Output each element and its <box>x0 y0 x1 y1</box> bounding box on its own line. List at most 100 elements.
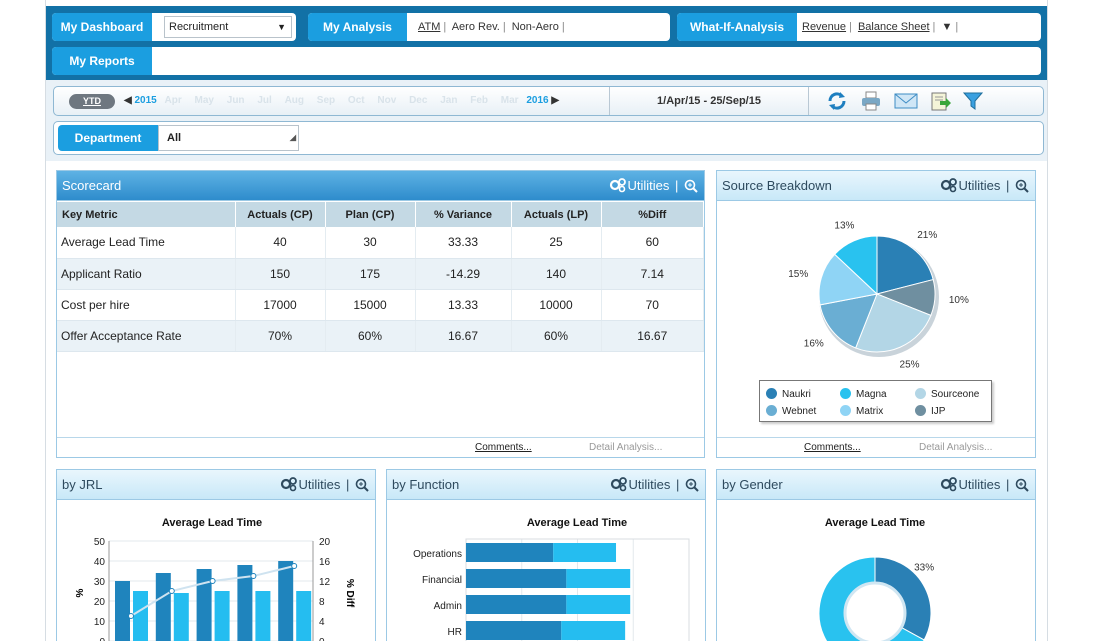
non-aero-link[interactable]: Non-Aero <box>511 21 559 33</box>
y2-tick-label: 16 <box>319 557 331 568</box>
jrl-utilities[interactable]: Utilities | <box>280 470 369 500</box>
atm-link[interactable]: ATM <box>418 21 441 33</box>
jrl-title: by JRL <box>62 477 103 492</box>
zoom-icon <box>684 179 698 193</box>
table-row[interactable]: Offer Acceptance Rate 70% 60% 16.67 60% 16.67 <box>57 320 704 352</box>
y2-tick-label: 0 <box>319 637 325 641</box>
table-row[interactable]: Average Lead Time 40 30 33.33 25 60 <box>57 227 704 259</box>
pie-data-label: 16% <box>804 338 824 349</box>
month-oct[interactable]: Oct <box>347 95 365 106</box>
export-icon[interactable] <box>930 91 952 111</box>
jrl-header: by JRL Utilities | <box>57 470 375 500</box>
y2-tick-label: 4 <box>319 617 325 628</box>
scorecard-utilities[interactable]: Utilities | <box>609 171 698 201</box>
aero-rev-link[interactable]: Aero Rev. <box>451 21 500 33</box>
legend-item-naukri[interactable]: Naukri <box>766 388 811 400</box>
table-row[interactable]: Cost per hire 17000 15000 13.33 10000 70 <box>57 289 704 321</box>
chevron-down-icon: ▼ <box>277 22 286 32</box>
bar-series-2 <box>553 543 617 562</box>
my-dashboard-button[interactable]: My Dashboard <box>52 13 152 41</box>
legend-item-magna[interactable]: Magna <box>840 388 887 400</box>
end-year: 2016 <box>526 95 549 106</box>
analysis-links: ATM | Aero Rev. | Non-Aero | <box>418 21 565 33</box>
scorecard-header: Scorecard Utilities | <box>57 171 704 201</box>
gears-icon <box>941 477 958 492</box>
utilities-label: Utilities <box>958 477 1001 492</box>
source-breakdown-header: Source Breakdown Utilities | <box>717 171 1035 201</box>
revenue-link[interactable]: Revenue <box>802 21 847 33</box>
legend-item-sourceone[interactable]: Sourceone <box>915 388 979 400</box>
whatif-more-dropdown[interactable]: ▼ <box>941 21 953 33</box>
dashboard-select-value: Recruitment <box>169 21 229 33</box>
month-feb[interactable]: Feb <box>470 95 488 106</box>
legend-swatch <box>915 388 926 399</box>
my-analysis-button[interactable]: My Analysis <box>308 13 407 41</box>
ytd-toggle[interactable]: YTD <box>69 94 115 109</box>
gender-header: by Gender Utilities | <box>717 470 1035 500</box>
reports-nav: My Reports <box>52 47 1041 75</box>
legend-item-ijp[interactable]: IJP <box>915 405 945 417</box>
chart-title: Average Lead Time <box>825 517 925 529</box>
legend-item-webnet[interactable]: Webnet <box>766 405 816 417</box>
time-period-bar: YTD ◀ 2015 Apr May Jun Jul Aug Sep Oct N… <box>53 86 1044 116</box>
refresh-icon[interactable] <box>826 91 848 111</box>
bar-series-1 <box>115 581 130 641</box>
month-jul[interactable]: Jul <box>257 95 272 106</box>
legend-swatch <box>840 388 851 399</box>
utilities-label: Utilities <box>627 178 670 193</box>
gender-utilities[interactable]: Utilities | <box>940 470 1029 500</box>
month-jun[interactable]: Jun <box>226 95 245 106</box>
legend-swatch <box>766 405 777 416</box>
y-tick-label: 0 <box>99 637 105 641</box>
month-apr[interactable]: Apr <box>164 95 182 106</box>
comments-link[interactable]: Comments... <box>804 442 861 453</box>
legend-item-matrix[interactable]: Matrix <box>840 405 883 417</box>
app-shell: My Dashboard Recruitment ▼ My Analysis A… <box>45 0 1048 641</box>
comments-link[interactable]: Comments... <box>475 442 532 453</box>
month-may[interactable]: May <box>194 95 214 106</box>
scorecard-title: Scorecard <box>62 178 122 193</box>
balance-sheet-link[interactable]: Balance Sheet <box>857 21 930 33</box>
utilities-label: Utilities <box>958 178 1001 193</box>
month-slider[interactable]: ◀ 2015 Apr May Jun Jul Aug Sep Oct Nov D… <box>124 87 559 117</box>
bar-series-1 <box>466 595 567 614</box>
donut-hole <box>843 581 907 641</box>
prev-year-arrow[interactable]: ◀ <box>124 95 132 106</box>
function-utilities[interactable]: Utilities | <box>610 470 699 500</box>
table-row[interactable]: Applicant Ratio 150 175 -14.29 140 7.14 <box>57 258 704 290</box>
my-reports-button[interactable]: My Reports <box>52 47 152 75</box>
month-aug[interactable]: Aug <box>284 95 305 106</box>
col-actuals-lp: Actuals (LP) <box>511 202 602 227</box>
category-label: Financial <box>422 575 462 586</box>
month-jan[interactable]: Jan <box>440 95 458 106</box>
source-footer: Comments... Detail Analysis... <box>717 437 1035 457</box>
gears-icon <box>941 178 958 193</box>
pie-slice-webnet <box>819 293 878 349</box>
what-if-analysis-button[interactable]: What-If-Analysis <box>677 13 797 41</box>
cell: 7.14 <box>601 258 704 290</box>
department-select[interactable]: All ◢ <box>158 125 299 151</box>
cell: Cost per hire <box>57 289 236 321</box>
print-icon[interactable] <box>860 91 882 111</box>
cell: Average Lead Time <box>57 227 236 259</box>
next-year-arrow[interactable]: ▶ <box>551 95 560 106</box>
month-sep[interactable]: Sep <box>316 95 336 106</box>
month-mar[interactable]: Mar <box>500 95 519 106</box>
detail-analysis-link[interactable]: Detail Analysis... <box>919 442 993 453</box>
cell: 17000 <box>235 289 326 321</box>
month-dec[interactable]: Dec <box>409 95 428 106</box>
cell: 13.33 <box>415 289 512 321</box>
bar-series-1 <box>155 573 171 641</box>
source-utilities[interactable]: Utilities | <box>940 171 1029 201</box>
pie-data-label: 15% <box>788 269 808 280</box>
cell: 15000 <box>325 289 416 321</box>
pie-data-label: 13% <box>834 220 854 231</box>
detail-analysis-link[interactable]: Detail Analysis... <box>589 442 663 453</box>
dashboard-select[interactable]: Recruitment ▼ <box>164 16 292 38</box>
dashboard-nav: My Dashboard Recruitment ▼ <box>52 13 296 41</box>
chart-title: Average Lead Time <box>162 517 262 529</box>
month-nov[interactable]: Nov <box>377 95 397 106</box>
email-icon[interactable] <box>894 91 918 111</box>
whatif-nav: What-If-Analysis Revenue | Balance Sheet |… <box>677 13 1041 41</box>
filter-icon[interactable] <box>962 91 984 111</box>
